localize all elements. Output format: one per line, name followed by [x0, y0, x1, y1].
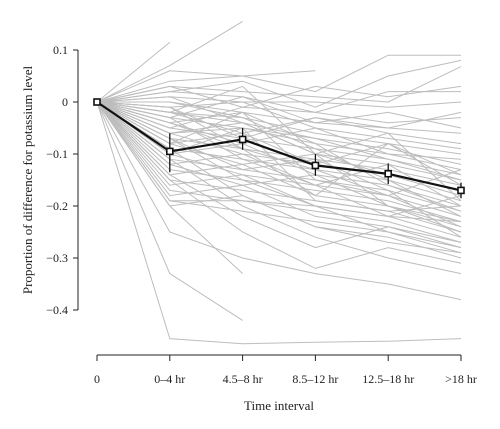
y-tick-label: −0.4 — [46, 303, 68, 317]
individual-series-line — [96, 101, 462, 275]
individual-series-line — [96, 85, 462, 108]
x-tick-label: >18 hr — [445, 372, 477, 386]
individual-series-line — [96, 41, 171, 103]
mean-point — [93, 98, 101, 106]
individual-series-line — [96, 101, 462, 228]
individual-series-line — [96, 101, 462, 139]
y-axis-title: Proportion of difference for potassium l… — [20, 65, 35, 294]
individual-series-line — [96, 101, 462, 345]
individual-series-line — [96, 101, 462, 212]
individual-series-line — [96, 96, 462, 202]
x-tick-label: 4.5–8 hr — [223, 372, 263, 386]
individual-series-line — [96, 54, 461, 103]
individual-series-line — [96, 101, 462, 238]
individual-series-line — [96, 101, 462, 254]
individual-series-line — [96, 101, 462, 249]
individual-series-line — [96, 59, 462, 108]
individual-series-line — [96, 101, 462, 301]
x-axis-title: Time interval — [244, 398, 314, 413]
y-tick-label: 0 — [62, 95, 68, 109]
individual-series-line — [96, 101, 462, 269]
x-tick-label: 12.5–18 hr — [362, 372, 414, 386]
individual-series-line — [96, 101, 462, 217]
x-tick-label: 8.5–12 hr — [292, 372, 338, 386]
y-tick-label: 0.1 — [53, 43, 68, 57]
individual-series-line — [96, 70, 316, 103]
x-tick-label: 0–4 hr — [154, 372, 185, 386]
individual-series-line — [96, 101, 462, 223]
y-tick-label: −0.2 — [46, 199, 68, 213]
mean-point — [457, 186, 465, 195]
individual-series-line — [96, 101, 243, 321]
individual-series-line — [96, 101, 462, 223]
individual-series-line — [96, 101, 462, 249]
mean-point — [166, 147, 174, 156]
x-tick-label: 0 — [94, 372, 100, 386]
mean-series-line — [96, 101, 462, 192]
individual-series-line — [97, 101, 462, 217]
individual-series-line — [96, 101, 462, 243]
mean-point — [238, 135, 247, 144]
individual-series-line — [96, 101, 462, 181]
mean-point — [384, 169, 393, 178]
mean-point — [311, 161, 320, 170]
y-tick-label: −0.1 — [46, 147, 68, 161]
individual-series-line — [96, 101, 462, 197]
individual-series-line — [96, 96, 462, 129]
individual-series-line — [96, 101, 462, 129]
individual-series-line — [96, 101, 462, 212]
axes: 0.1 0 −0.1 −0.2 −0.3 −0.4 0 0–4 hr 4.5–8 hr 8.5–1… — [46, 43, 477, 386]
individual-series-line — [96, 101, 462, 223]
y-tick-label: −0.3 — [46, 251, 68, 265]
individual-series-line — [96, 20, 243, 103]
individual-series-layer — [96, 20, 462, 345]
mean-series-layer — [93, 98, 465, 199]
individual-series-line — [96, 101, 243, 274]
